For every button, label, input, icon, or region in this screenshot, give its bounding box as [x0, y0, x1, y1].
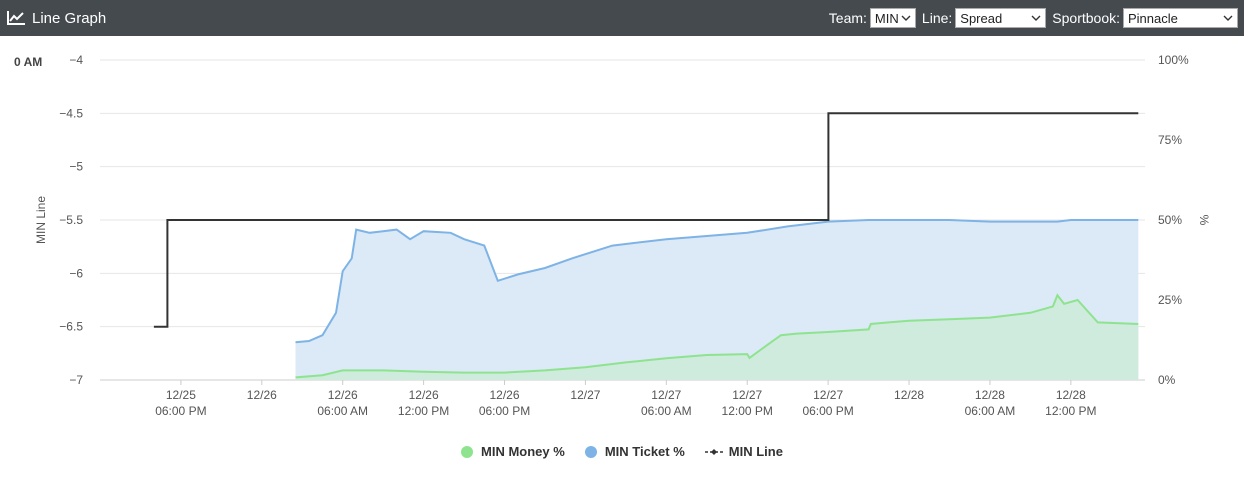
- x-tick-label-time: 06:00 AM: [641, 404, 692, 418]
- x-tick-label-date: 12/27: [732, 388, 762, 402]
- x-tick-label-date: 12/28: [1056, 388, 1086, 402]
- line-select[interactable]: Spread: [955, 8, 1047, 28]
- chevron-down-icon: [901, 15, 911, 21]
- legend-line-symbol: [704, 448, 723, 455]
- legend-ticket-dot: [584, 445, 597, 458]
- chevron-down-icon: [1223, 15, 1233, 21]
- sportbook-label: Sportbook:: [1052, 10, 1120, 26]
- y-left-tick-label: −7: [69, 373, 83, 387]
- x-tick-label-date: 12/26: [247, 388, 277, 402]
- team-select[interactable]: MIN: [869, 8, 916, 28]
- legend-item-money[interactable]: MIN Money %: [461, 444, 565, 459]
- y-right-tick-label: 100%: [1158, 53, 1189, 67]
- chart-controls: Team: MIN Line: Spread Sportbook: Pinnac…: [823, 0, 1238, 36]
- ticket-series-line: [295, 219, 1139, 344]
- y-left-axis-title: MIN Line: [34, 196, 48, 244]
- y-right-axis-title: %: [1197, 215, 1211, 226]
- y-right-tick-label: 50%: [1158, 213, 1182, 227]
- y-left-tick-label: −6.5: [59, 320, 83, 334]
- chart-legend: MIN Money % MIN Ticket % MIN Line: [0, 444, 1244, 459]
- y-left-tick-label: −5: [69, 160, 83, 174]
- y-left-tick-label: −6: [69, 266, 83, 280]
- legend-line-label: MIN Line: [728, 444, 783, 459]
- line-select-value: Spread: [960, 10, 1003, 26]
- team-select-value: MIN: [874, 10, 899, 26]
- line-label: Line:: [921, 10, 953, 26]
- x-tick-label-time: 06:00 PM: [155, 404, 206, 418]
- x-tick-label-time: 12:00 PM: [1045, 404, 1096, 418]
- team-label: Team:: [828, 10, 867, 26]
- x-tick-label-date: 12/26: [409, 388, 439, 402]
- x-tick-label-time: 12:00 PM: [398, 404, 449, 418]
- y-right-tick-label: 0%: [1158, 373, 1176, 387]
- chart-title-text: Line Graph: [32, 9, 107, 27]
- x-tick-label-date: 12/26: [490, 388, 520, 402]
- money-area: [295, 295, 1139, 380]
- y-left-tick-label: −5.5: [59, 213, 83, 227]
- x-tick-label-date: 12/27: [651, 388, 681, 402]
- chart-title: Line Graph: [6, 0, 106, 36]
- x-tick-label-time: 06:00 PM: [479, 404, 530, 418]
- x-tick-label-date: 12/27: [570, 388, 600, 402]
- legend-item-line[interactable]: MIN Line: [704, 444, 783, 459]
- sportbook-select-value: Pinnacle: [1128, 10, 1178, 26]
- y-left-tick-label: −4: [69, 53, 83, 67]
- x-tick-label-time: 06:00 AM: [317, 404, 368, 418]
- money-series-line: [295, 293, 1139, 379]
- line-chart: −4 −4.5 −5 −5.5 −6 −6.5 −7 0% 25% 50% 75% 100% MIN L…: [34, 53, 1211, 418]
- legend-ticket-label: MIN Ticket %: [604, 444, 685, 459]
- x-tick-label-time: 06:00 AM: [965, 404, 1016, 418]
- sportbook-select[interactable]: Pinnacle: [1123, 8, 1238, 28]
- corner-label: 0 AM: [14, 55, 43, 69]
- chevron-down-icon: [1031, 15, 1041, 21]
- x-tick-label-date: 12/27: [813, 388, 843, 402]
- x-tick-label-time: 06:00 PM: [802, 404, 853, 418]
- x-tick-label-date: 12/25: [166, 388, 196, 402]
- x-tick-label-date: 12/26: [328, 388, 358, 402]
- line-graph-icon: [7, 11, 25, 25]
- x-tick-label-date: 12/28: [975, 388, 1005, 402]
- x-tick-label-time: 12:00 PM: [722, 404, 773, 418]
- y-left-tick-label: −4.5: [59, 106, 83, 120]
- y-right-tick-label: 75%: [1158, 133, 1182, 147]
- legend-item-ticket[interactable]: MIN Ticket %: [584, 444, 685, 459]
- legend-money-label: MIN Money %: [481, 444, 565, 459]
- x-tick-label-date: 12/28: [894, 388, 924, 402]
- min-line-series: [153, 112, 1139, 328]
- legend-money-dot: [461, 445, 474, 458]
- y-right-tick-label: 25%: [1158, 293, 1182, 307]
- chart-header: Line Graph Team: MIN Line: Spread Sportb…: [0, 0, 1244, 36]
